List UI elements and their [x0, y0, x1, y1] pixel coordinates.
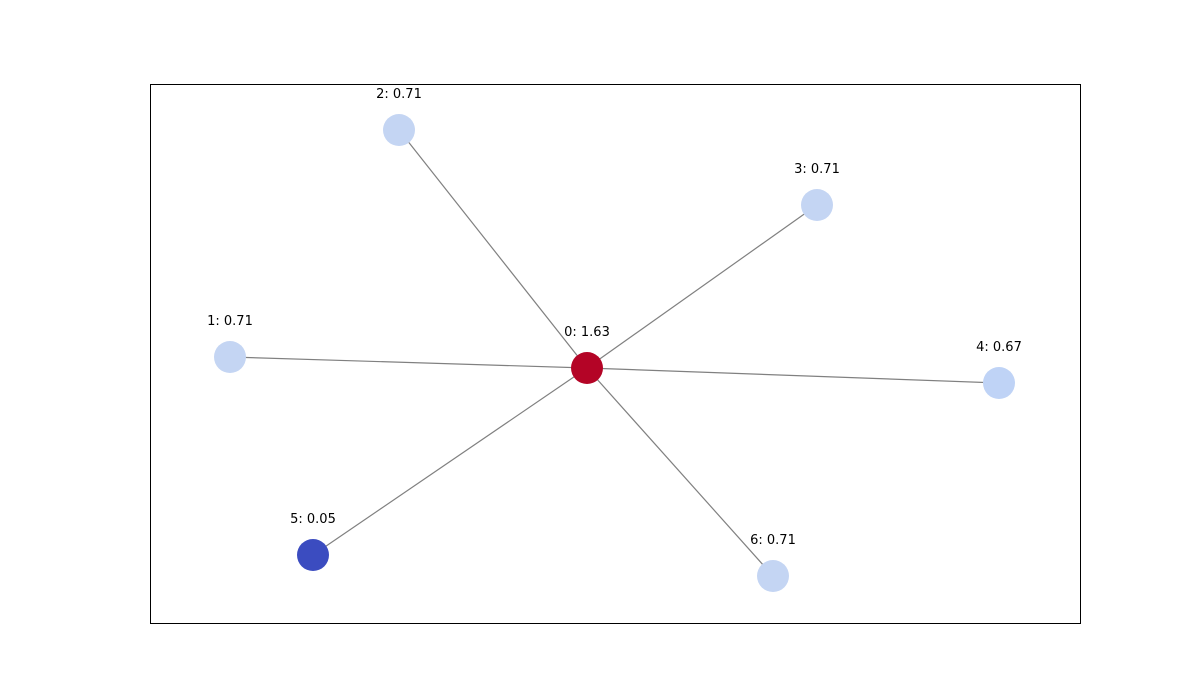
edge-0-2	[398, 129, 588, 369]
nodes-layer	[214, 114, 1015, 592]
plot-frame	[150, 84, 1081, 624]
node-label-5: 5: 0.05	[290, 512, 336, 527]
edges-layer	[229, 129, 1000, 577]
node-5	[297, 539, 329, 571]
edge-0-5	[312, 367, 588, 556]
node-3	[801, 189, 833, 221]
node-0	[571, 352, 603, 384]
node-label-3: 3: 0.71	[794, 162, 840, 177]
edge-0-4	[586, 367, 1000, 384]
node-1	[214, 341, 246, 373]
edge-0-6	[586, 367, 774, 577]
node-label-1: 1: 0.71	[207, 314, 253, 329]
labels-layer: 0: 1.63 1: 0.71 2: 0.71 3: 0.71 4: 0.67 5: 0.…	[207, 87, 1022, 548]
node-label-4: 4: 0.67	[976, 340, 1022, 355]
node-6	[757, 560, 789, 592]
node-4	[983, 367, 1015, 399]
edge-0-1	[229, 356, 588, 369]
node-2	[383, 114, 415, 146]
node-label-2: 2: 0.71	[376, 87, 422, 102]
node-label-6: 6: 0.71	[750, 533, 796, 548]
node-label-0: 0: 1.63	[564, 325, 610, 340]
edge-0-3	[586, 204, 818, 369]
